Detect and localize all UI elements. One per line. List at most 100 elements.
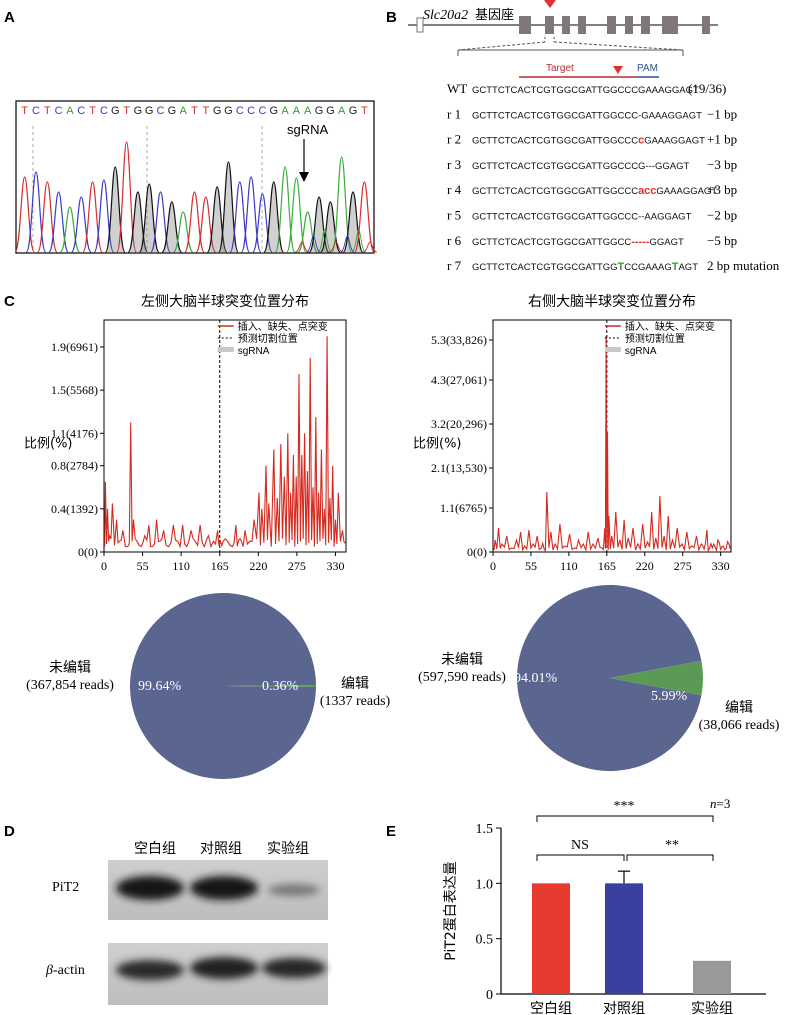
blot-band	[268, 884, 320, 896]
sequence-row-name: r 3	[447, 157, 461, 172]
base-letter: G	[134, 105, 143, 117]
cut-site-marker-seq	[613, 66, 623, 74]
trace-minor-peak	[295, 241, 309, 253]
blot-row-label-pit2: PiT2	[52, 880, 79, 895]
significance-bracket	[536, 854, 625, 861]
y-tick-label: 3.2(20,296)	[431, 417, 487, 431]
pam-label: PAM	[637, 63, 658, 74]
trace-peak	[59, 206, 81, 253]
significance-bracket	[626, 854, 714, 861]
base-letter: T	[123, 105, 130, 117]
sequence-row-name: r 4	[447, 182, 462, 197]
trace-peak	[127, 191, 149, 253]
y-tick-label: 5.3(33,826)	[431, 333, 487, 347]
x-tick-label: 110	[172, 559, 190, 573]
base-letter: A	[293, 105, 301, 117]
legend-item: sgRNA	[238, 346, 270, 357]
sequence-row-name: r 7	[447, 258, 462, 273]
y-tick-label: 0.5	[476, 933, 494, 948]
panel-label-e: E	[386, 823, 396, 840]
trace-peak	[195, 196, 217, 253]
pie-reads-label: (597,590 reads)	[418, 670, 506, 685]
x-tick-label: 55	[137, 559, 149, 573]
y-tick-label: 4.3(27,061)	[431, 373, 487, 387]
legend-item: 插入、缺失、点突变	[238, 320, 328, 333]
line-chart-title: 右侧大脑半球突变位置分布	[528, 294, 696, 310]
sequence-row-name: WT	[447, 81, 467, 96]
base-letter: C	[247, 105, 255, 117]
x-tick-label: 220	[636, 559, 654, 573]
panel-label-c: C	[4, 293, 15, 310]
trace-peak	[286, 177, 307, 253]
gene-locus-panel: Slc20a2 基因座 Target PAM WT GCTTCTCACTCGTGG…	[408, 0, 780, 273]
blot-band	[262, 958, 326, 978]
base-letter: C	[32, 105, 40, 117]
sequence-row-name: r 1	[447, 106, 461, 121]
exon	[625, 16, 633, 34]
base-letter: C	[236, 105, 244, 117]
x-tick-label: 330	[712, 559, 730, 573]
blot-group-label: 空白组	[134, 841, 176, 857]
significance-label: ***	[614, 799, 635, 814]
base-letter: G	[349, 105, 358, 117]
base-letter: T	[89, 105, 96, 117]
gene-locus-label: 基因座	[475, 8, 514, 23]
pie-reads-label: (38,066 reads)	[699, 718, 780, 733]
blot-band	[116, 876, 184, 900]
blot-group-label: 对照组	[200, 841, 242, 857]
bar	[605, 883, 643, 994]
x-tick-label: 330	[326, 559, 344, 573]
x-tick-label: 275	[674, 559, 692, 573]
sequence-row-note: (19/36)	[688, 81, 726, 96]
base-letter: A	[180, 105, 188, 117]
base-letter: G	[315, 105, 324, 117]
chromatogram-traces	[14, 141, 377, 253]
pie-value-label: 99.64%	[138, 679, 182, 694]
sequence-row-note: 2 bp mutation	[707, 258, 780, 273]
exon-utr	[416, 17, 424, 33]
base-letter: T	[361, 105, 368, 117]
pie-slice-edited	[610, 660, 703, 696]
base-letter: A	[338, 105, 346, 117]
trace-minor-peak	[329, 241, 343, 253]
pie-category-label: 编辑	[341, 676, 369, 692]
exon	[545, 16, 554, 34]
y-tick-label: 0(0)	[78, 545, 98, 559]
y-axis-label: 比例(%)	[24, 437, 73, 452]
sample-size-label: n=3	[710, 796, 730, 811]
base-letter: C	[77, 105, 85, 117]
y-tick-label: 1.1(6765)	[440, 501, 487, 515]
exon	[702, 16, 710, 34]
y-axis-label: PiT2蛋白表达量	[443, 861, 459, 960]
plot-frame	[492, 319, 732, 553]
base-letter: C	[258, 105, 266, 117]
significance-bracket	[536, 815, 714, 822]
exon	[662, 16, 678, 34]
sequence-row-name: r 5	[447, 208, 461, 223]
sequence-alignment: WT GCTTCTCACTCGTGGCGATTGGCCCGAAAGGAGT(19/…	[447, 81, 780, 273]
western-blot-panel: 空白组 对照组 实验组 PiT2 β-actin	[45, 841, 328, 1005]
pie-slice-unedited	[130, 593, 316, 780]
trace-minor-peak	[363, 241, 377, 253]
blot-band	[190, 957, 258, 979]
legend-item: 预测切割位置	[238, 332, 298, 345]
trace-minor-peak	[317, 229, 332, 253]
trace-minor-peak	[306, 235, 321, 253]
blot-row-label-actin: β-actin	[45, 963, 85, 978]
exon	[562, 16, 570, 34]
pie-value-label: 94.01%	[514, 671, 558, 686]
sequence-row-note: −1 bp	[707, 106, 737, 121]
pie-slice-edited	[223, 684, 316, 688]
pie-chart-right: 94.01% 5.99% 未编辑 (597,590 reads) 编辑 (38,066 r…	[418, 585, 780, 771]
panel-label-a: A	[4, 9, 15, 26]
sequence-row: GCTTCTCACTCGTGGCGATTGGCCCaccGAAAGGAGT	[472, 185, 717, 197]
x-category-label: 实验组	[691, 1001, 733, 1015]
x-tick-label: 0	[101, 559, 107, 573]
pie-chart-left: 99.64% 0.36% 未编辑 (367,854 reads) 编辑 (1337 rea…	[26, 593, 391, 780]
sequence-row: GCTTCTCACTCGTGGCGATTGGCCCGAAAGGAGT	[472, 85, 699, 96]
base-letter: G	[326, 105, 335, 117]
trace-peak	[172, 211, 194, 253]
significance-label: NS	[571, 838, 589, 853]
